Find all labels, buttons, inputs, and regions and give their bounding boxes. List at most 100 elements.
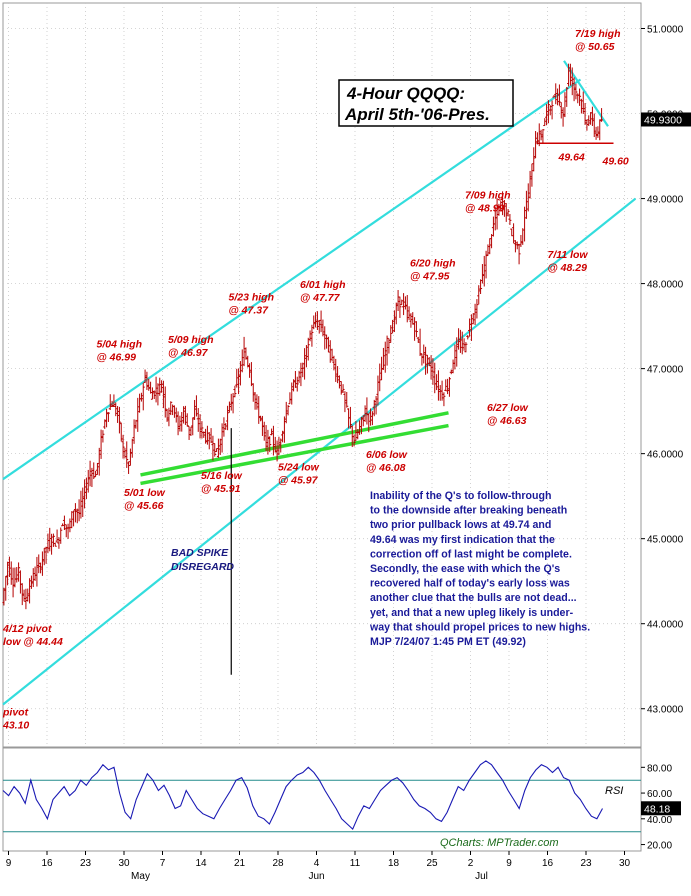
bad-spike-label-line-2: DISREGARD [171, 561, 234, 573]
commentary-line: another clue that the bulls are not dead… [370, 592, 577, 604]
annotation-label: 5/16 low [201, 470, 243, 482]
x-tick-label: 2 [468, 858, 474, 869]
x-tick-label: 18 [388, 858, 400, 869]
rsi-y-axis: 80.00 60.00 40.00 20.00 [641, 763, 672, 852]
y-tick-label: 44.0000 [647, 620, 684, 631]
annotation-label: 5/01 low [124, 487, 166, 499]
rsi-last-box [641, 801, 681, 816]
x-tick-label: 16 [41, 858, 53, 869]
rsi-tick-label: 40.00 [647, 815, 672, 826]
rsi-panel: 80.00 60.00 40.00 20.00 48.18 RSI QCharts: … [2, 747, 681, 852]
annotation-label: 6/20 high [410, 258, 456, 270]
annotation-label: @ 45.97 [278, 475, 319, 487]
rsi-last-label: 48.18 [644, 803, 670, 815]
rsi-tick-label: 20.00 [647, 841, 672, 852]
rsi-tick-label: 60.00 [647, 789, 672, 800]
rsi-line-group: 48.18 [2, 760, 681, 831]
y-tick-label: 43.0000 [647, 705, 684, 716]
annotation-label: 5/04 high [97, 338, 143, 350]
annotation-label: 7/09 high [465, 190, 511, 202]
last-price-marker: 49.9300 [641, 112, 691, 127]
trendlines [2, 60, 637, 706]
commentary-line: to the downside after breaking beneath [370, 505, 567, 517]
x-tick-label: 16 [542, 858, 554, 869]
title-box: 4-Hour QQQQ: April 5th-'06-Pres. [338, 79, 514, 127]
x-tick-label: 21 [234, 858, 246, 869]
x-tick-label: 25 [426, 858, 438, 869]
commentary-line: Secondly, the ease with which the Q's [370, 563, 560, 575]
x-tick-label: 11 [350, 858, 361, 869]
footer-brand: QCharts: MPTrader.com [440, 837, 559, 849]
y-tick-label: 45.0000 [647, 535, 684, 546]
annotation-label: @ 46.97 [168, 347, 209, 359]
commentary-line: yet, and that a new upleg likely is unde… [370, 607, 574, 619]
bad-spike-label-line-1: BAD SPIKE [171, 547, 229, 559]
price-bars [2, 63, 604, 675]
annotation-label: @ 48.29 [548, 262, 588, 274]
chart-title: 4-Hour QQQQ: [346, 84, 465, 103]
annotation-label: @ 46.08 [366, 462, 406, 474]
x-tick-label: 7 [160, 858, 166, 869]
commentary-line: 49.64 was my first indication that the [370, 534, 555, 546]
annotation-label: @ 46.99 [97, 351, 137, 363]
main-panel: 51.000050.000049.000048.000047.000046.00… [2, 2, 691, 748]
annotation-label: @ 47.95 [410, 271, 450, 283]
annotation-label: @ 50.65 [575, 41, 615, 53]
chart-subtitle: April 5th-'06-Pres. [344, 105, 490, 124]
commentary-line: recovered half of today's early loss was [370, 578, 570, 590]
y-tick-label: 51.0000 [647, 25, 684, 36]
x-tick-label: 23 [80, 858, 92, 869]
annotation-label: 49.64 [558, 151, 585, 163]
y-tick-label: 49.0000 [647, 195, 684, 206]
trendline-support-a [140, 411, 449, 477]
month-label: Jun [308, 871, 324, 882]
rsi-line [2, 760, 603, 831]
annotation-label: @ 47.37 [229, 305, 270, 317]
rsi-grid [3, 779, 641, 833]
x-tick-label: 14 [195, 858, 207, 869]
x-tick-label: 4 [314, 858, 320, 869]
title-box-frame [338, 79, 514, 127]
month-label: May [131, 871, 150, 882]
annotation-label: @ 45.66 [124, 500, 164, 512]
main-grid [3, 3, 641, 747]
rsi-label: RSI [605, 785, 623, 797]
annotation-label: @ 46.63 [487, 415, 527, 427]
rsi-tick-label: 80.00 [647, 763, 672, 774]
annotation-label: 5/23 high [229, 292, 275, 304]
annotation-label: 6/01 high [300, 279, 346, 291]
annotation-label: pivot [2, 707, 29, 719]
x-tick-label: 9 [506, 858, 512, 869]
annotation-label: 5/09 high [168, 334, 214, 346]
trendline-support-b [140, 423, 449, 486]
annotation-label: 7/19 high [575, 28, 621, 40]
commentary-line: two prior pullback lows at 49.74 and [370, 519, 551, 531]
commentary-line: MJP 7/24/07 1:45 PM ET (49.92) [370, 636, 526, 648]
y-tick-label: 48.0000 [647, 280, 684, 291]
y-tick-label: 47.0000 [647, 365, 684, 376]
bad-spike-label: BAD SPIKE DISREGARD [171, 547, 234, 573]
annotation-label: 5/24 low [278, 462, 320, 474]
trendline-resistance-short [563, 60, 609, 127]
rsi-plot-frame [2, 747, 642, 852]
main-plot-frame [2, 2, 642, 748]
x-tick-label: 9 [6, 858, 12, 869]
x-tick-label: 30 [619, 858, 631, 869]
commentary-text: Inability of the Q's to follow-through to… [369, 490, 590, 648]
annotation-label: @ 45.91 [201, 483, 241, 495]
last-price-label: 49.9300 [644, 114, 682, 126]
x-tick-label: 30 [118, 858, 130, 869]
annotation-label: @ 48.99 [465, 203, 505, 215]
y-tick-label: 46.0000 [647, 450, 684, 461]
x-tick-label: 23 [580, 858, 592, 869]
annotation-label: low @ 44.44 [3, 636, 63, 648]
annotation-label: 6/06 low [366, 449, 408, 461]
annotation-label: 7/11 low [548, 249, 589, 261]
annotation-label: 6/27 low [487, 402, 529, 414]
month-label: Jul [475, 871, 488, 882]
commentary-line: way that should propel prices to new hig… [369, 621, 590, 633]
